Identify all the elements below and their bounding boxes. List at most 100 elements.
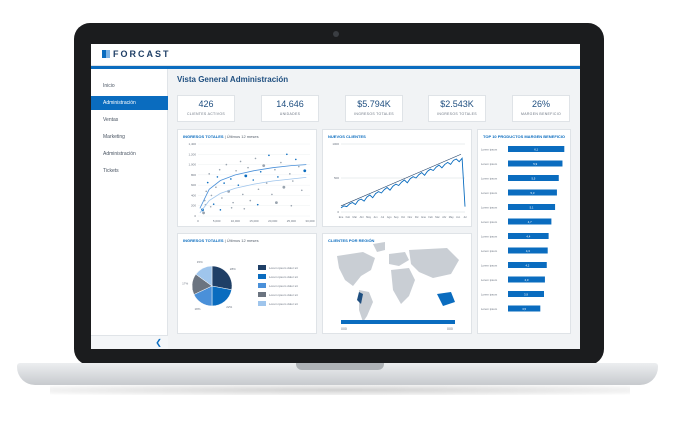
pie-slice-label: 17% [182,281,188,285]
scatter-point [221,197,223,199]
sidebar-item-tickets[interactable]: Tickets [103,168,119,174]
x-tick-label: Feb [346,215,351,219]
kpi-value: 14.646 [276,99,304,109]
bar-category-label: Lorem ipsum [481,148,498,152]
bar-value-label: 5,1 [530,206,534,210]
y-tick-label: 1,200 [188,152,196,156]
scatter-point [252,179,255,181]
bar [508,204,556,210]
y-tick-label: 800 [191,173,196,177]
x-tick-label: Ago [387,215,392,219]
pie-slice-label: 18% [195,307,201,311]
trend-line [340,154,462,207]
app-header: FORCAST [91,44,580,66]
scatter-point [237,184,240,186]
kpi-card-ingresos[interactable]: $5.794K INGRESOS TOTALES [345,95,403,122]
scatter-point [244,174,248,178]
map-card[interactable]: CLIENTES POR REGIÓN 000 000 [322,233,472,334]
scatter-point [243,208,246,210]
bar [508,233,549,239]
legend-swatch [258,274,266,279]
x-tick-label: Dic [415,215,419,219]
map-north-america [337,252,375,286]
x-tick-label: Jun [456,215,461,219]
bar-value-label: 5,9 [533,162,537,166]
bar-value-label: 5,5 [531,177,535,181]
logo-mark-icon [102,50,110,58]
y-tick-label: 600 [191,183,196,187]
pie-chart: 28% 22% 18% 17% 15% Lorem ipsum dolor sit Lore… [182,260,298,311]
scatter-point [257,188,260,191]
pie-card[interactable]: INGRESOS TOTALES | Últimos 12 meses 28% 2… [177,233,317,334]
bar [508,247,548,254]
sidebar-item-ventas[interactable]: Ventas [103,117,119,123]
bar [508,262,547,268]
x-tick-label: 0 [197,219,199,223]
laptop-shadow [50,385,630,395]
scatter-point [271,193,273,196]
legend-swatch [258,265,266,270]
kpi-label: CLIENTES ACTIVOS [186,112,226,116]
kpi-card-unidades[interactable]: 14.646 UNIDADES [261,95,319,122]
scatter-point [282,185,286,189]
scatter-point [210,194,213,197]
x-tick-label: Oct [401,215,405,219]
line-card[interactable]: NUEVOS CLIENTES 1000 500 0 Ene Feb Mar Abr May J… [322,129,472,227]
bar-category-label: Lorem ipsum [481,307,498,311]
scatter-point [219,209,222,211]
bar-category-label: Lorem ipsum [481,162,498,166]
bar [508,291,544,297]
sidebar-item-inicio[interactable]: Inicio [103,83,115,89]
x-tick-label: Abr [360,215,364,219]
scatter-point [298,165,300,168]
bar-value-label: 5,3 [531,191,535,195]
sidebar-item-administracion-2[interactable]: Administración [103,151,136,157]
pie-slice [211,265,233,291]
world-map: 000 000 [337,242,459,331]
scatter-chart: 1,400 1,200 1,000 800 600 400 200 00 5,000 10,000… [188,142,314,223]
bar [508,305,541,312]
pie-slice [211,285,232,307]
legend-label: Lorem ipsum dolor sit [269,284,298,288]
bar-category-label: Lorem ipsum [481,264,498,268]
map-legend-min: 000 [341,327,347,331]
scatter-point [259,170,262,173]
x-tick-label: Sep [394,215,399,219]
scatter-point [230,206,233,209]
chevron-left-icon: ❮ [155,338,162,347]
x-tick-label: Nov [408,215,413,219]
app-logo[interactable]: FORCAST [102,49,171,59]
scatter-point [256,203,259,206]
bar [508,160,563,167]
bar-category-label: Lorem ipsum [481,177,498,181]
kpi-label: INGRESOS TOTALES [437,112,477,116]
card-title: INGRESOS TOTALES | Últimos 12 meses [183,238,259,243]
kpi-card-margen[interactable]: 26% MARGEN BENEFICIO [512,95,570,122]
x-tick-label: 20,000 [268,219,278,223]
map-legend-scale [341,320,455,324]
laptop-base [17,363,658,385]
y-tick-label: 0 [194,214,196,218]
map-africa [391,268,415,304]
kpi-card-ingresos-2[interactable]: $2.543K INGRESOS TOTALES [428,95,486,122]
scatter-card[interactable]: INGRESOS TOTALES | Últimos 12 meses 1,40… [177,129,317,227]
bar-category-label: Lorem ipsum [481,278,498,282]
bar-card[interactable]: TOP 10 PRODUCTOS MARGEN BENEFICIO Lorem … [477,129,571,334]
sidebar-item-administracion[interactable]: Administración [91,96,168,110]
pie-slice [195,265,213,287]
bar [508,189,557,196]
bar [508,218,552,225]
camera-icon [333,31,339,37]
legend-label: Lorem ipsum dolor sit [269,266,298,270]
sidebar-item-marketing[interactable]: Marketing [103,134,125,140]
scatter-point [275,201,278,205]
map-highlight-australia [437,292,455,306]
sidebar-collapse-button[interactable]: ❮ [91,335,168,349]
map-asia [409,248,459,278]
x-tick-label: May [449,215,455,219]
kpi-label: UNIDADES [279,112,301,116]
bar-value-label: 4,2 [525,264,529,268]
scatter-point [265,182,268,184]
x-tick-label: 25,000 [287,219,297,223]
kpi-card-clientes[interactable]: 426 CLIENTES ACTIVOS [177,95,235,122]
